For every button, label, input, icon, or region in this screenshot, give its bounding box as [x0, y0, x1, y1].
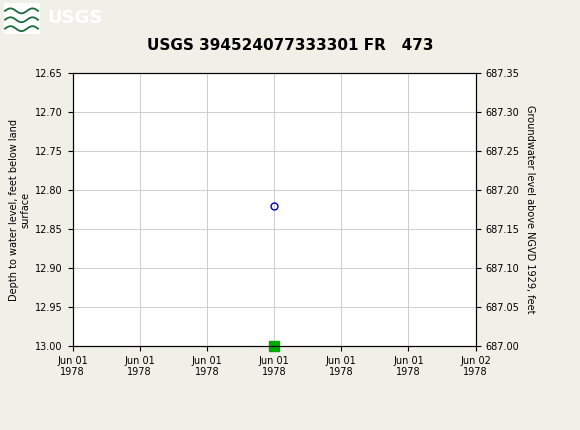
Text: USGS: USGS [47, 9, 103, 27]
Bar [269, 341, 279, 351]
Bar [4, 3, 40, 34]
Y-axis label: Depth to water level, feet below land
surface: Depth to water level, feet below land su… [9, 119, 31, 301]
Text: USGS 394524077333301 FR   473: USGS 394524077333301 FR 473 [147, 38, 433, 52]
Y-axis label: Groundwater level above NGVD 1929, feet: Groundwater level above NGVD 1929, feet [525, 105, 535, 314]
